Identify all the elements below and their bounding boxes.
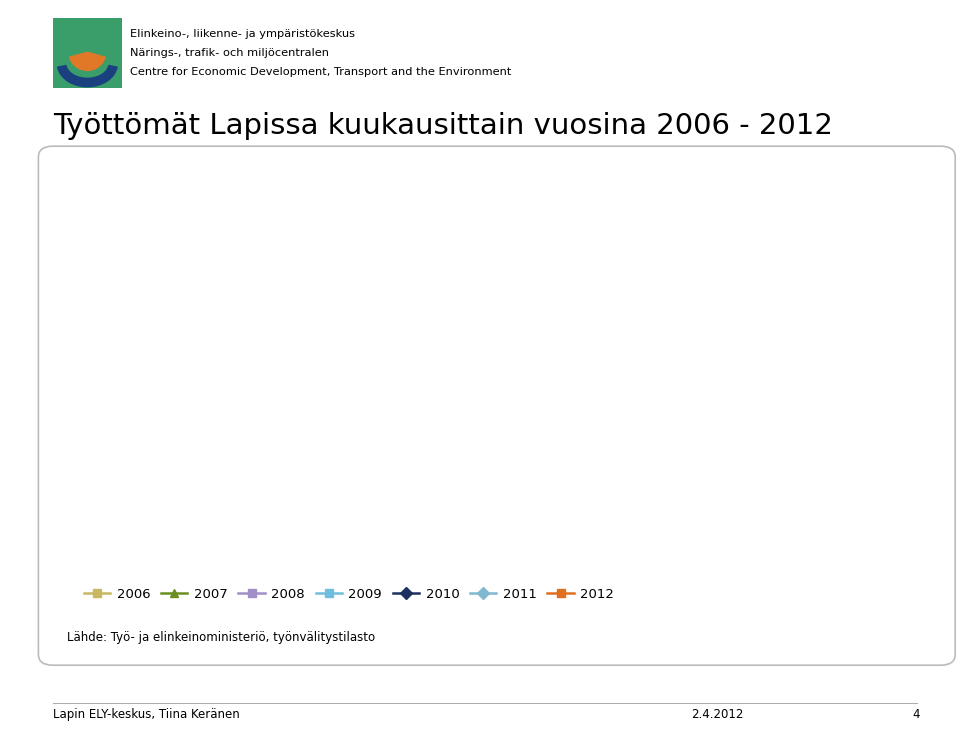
Text: Centre for Economic Development, Transport and the Environment: Centre for Economic Development, Transpo… — [130, 67, 511, 77]
2009 — [135, 347, 147, 356]
2010 — [552, 343, 564, 352]
2007 — [552, 357, 564, 366]
2006 — [275, 281, 286, 289]
2009 — [622, 355, 634, 363]
2010 — [900, 374, 911, 383]
2012 — [204, 392, 216, 401]
2009 — [275, 363, 286, 372]
2007 — [691, 423, 703, 431]
2009 — [760, 355, 772, 363]
2008 — [691, 463, 703, 471]
2010 — [691, 432, 703, 441]
2007 — [760, 420, 772, 429]
2009 — [413, 349, 424, 358]
2011 — [760, 432, 772, 441]
2008 — [552, 394, 564, 403]
Text: Lähde: Työ- ja elinkeinoministeriö, työnvälitystilasto: Lähde: Työ- ja elinkeinoministeriö, työn… — [67, 631, 375, 644]
2007 — [830, 432, 842, 441]
2007 — [275, 381, 286, 390]
2008 — [344, 420, 355, 429]
2009 — [483, 314, 494, 323]
2007 — [622, 416, 634, 425]
2011 — [275, 412, 286, 420]
2009 — [830, 347, 842, 356]
2007 — [135, 323, 147, 332]
2011 — [622, 430, 634, 439]
2006 — [622, 341, 634, 349]
2007 — [900, 383, 911, 392]
2006 — [135, 226, 147, 235]
2010 — [135, 310, 147, 319]
2011 — [830, 434, 842, 443]
2009 — [552, 306, 564, 314]
2011 — [900, 374, 911, 383]
2010 — [483, 363, 494, 372]
Line: 2009: 2009 — [137, 304, 909, 380]
2006 — [204, 257, 216, 265]
2010 — [344, 352, 355, 360]
2011 — [691, 432, 703, 441]
2008 — [135, 383, 147, 392]
FancyBboxPatch shape — [52, 18, 123, 88]
2011 — [552, 370, 564, 379]
Line: 2012: 2012 — [137, 377, 214, 400]
2011 — [483, 414, 494, 423]
2008 — [483, 416, 494, 425]
2008 — [413, 439, 424, 447]
2008 — [622, 436, 634, 445]
2009 — [204, 357, 216, 366]
Text: Närings-, trafik- och miljöcentralen: Närings-, trafik- och miljöcentralen — [130, 48, 328, 58]
2007 — [344, 376, 355, 385]
Text: Työttömät Lapissa kuukausittain vuosina 2006 - 2012: Työttömät Lapissa kuukausittain vuosina … — [53, 113, 832, 140]
2006 — [344, 290, 355, 299]
2010 — [413, 374, 424, 383]
Text: 4: 4 — [912, 708, 920, 721]
Wedge shape — [69, 52, 106, 71]
Line: 2011: 2011 — [137, 362, 909, 442]
Line: 2008: 2008 — [137, 373, 909, 471]
Line: 2007: 2007 — [137, 324, 909, 439]
Legend: 2006, 2007, 2008, 2009, 2010, 2011, 2012: 2006, 2007, 2008, 2009, 2010, 2011, 2012 — [79, 583, 619, 606]
2010 — [275, 361, 286, 370]
2006 — [900, 312, 911, 321]
Text: Lapin ELY-keskus, Tiina Keränen: Lapin ELY-keskus, Tiina Keränen — [53, 708, 240, 721]
2008 — [204, 416, 216, 425]
2012 — [135, 376, 147, 385]
2006 — [552, 276, 564, 285]
2011 — [413, 420, 424, 429]
2006 — [483, 295, 494, 303]
2008 — [275, 439, 286, 447]
Text: 2.4.2012: 2.4.2012 — [691, 708, 744, 721]
2007 — [204, 359, 216, 368]
2009 — [691, 372, 703, 381]
2007 — [483, 381, 494, 390]
2006 — [691, 372, 703, 381]
Line: 2006: 2006 — [137, 227, 909, 385]
2006 — [760, 370, 772, 379]
Line: 2010: 2010 — [137, 311, 909, 439]
2010 — [204, 332, 216, 341]
2009 — [344, 336, 355, 345]
2008 — [900, 372, 911, 381]
2008 — [830, 439, 842, 447]
2010 — [830, 418, 842, 427]
2011 — [135, 366, 147, 374]
Text: Elinkeino-, liikenne- ja ympäristökeskus: Elinkeino-, liikenne- ja ympäristökeskus — [130, 29, 354, 39]
2006 — [413, 314, 424, 323]
2010 — [622, 412, 634, 420]
2010 — [760, 412, 772, 420]
2011 — [344, 405, 355, 414]
2007 — [413, 405, 424, 414]
2006 — [830, 376, 842, 385]
2011 — [204, 361, 216, 370]
2008 — [760, 450, 772, 458]
2009 — [900, 303, 911, 312]
